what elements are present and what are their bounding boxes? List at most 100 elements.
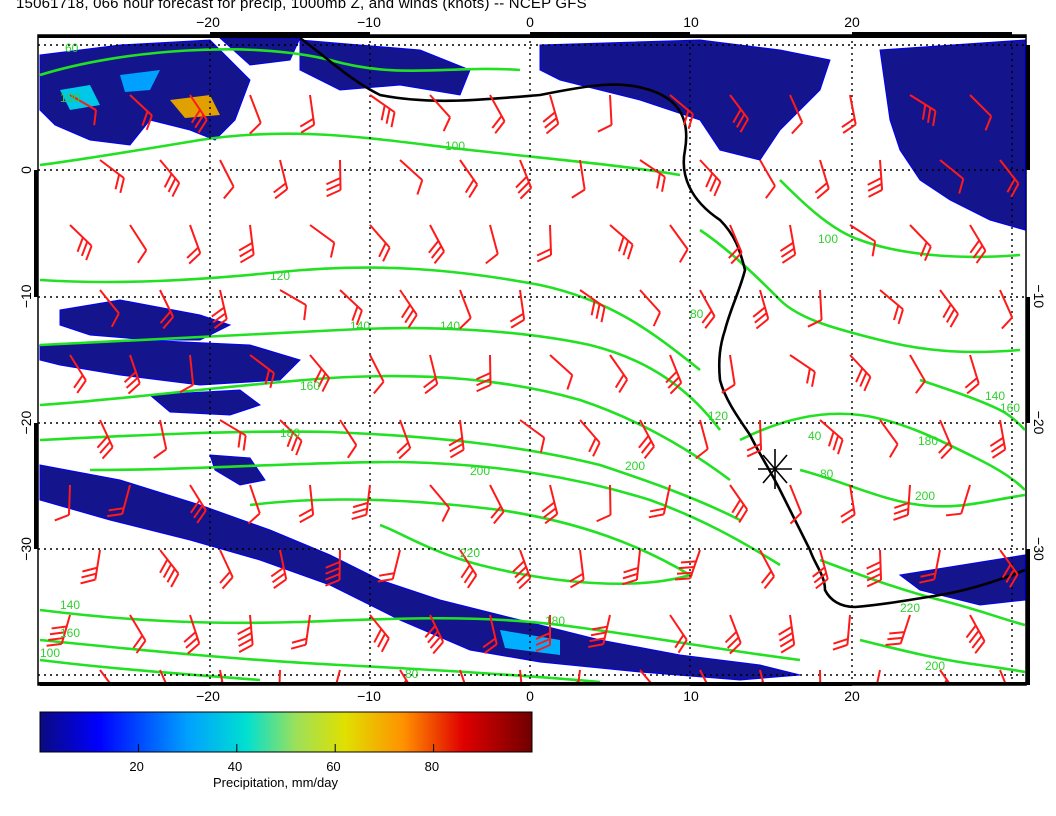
top-longitude-labels: −20 −10 0 10 20 xyxy=(196,14,860,30)
wind-barb xyxy=(339,419,358,459)
wind-barb xyxy=(159,549,180,588)
station-marker-icon xyxy=(758,449,792,489)
contour-label: 140 xyxy=(440,319,460,333)
wind-barb xyxy=(866,549,883,588)
left-lat-label: 0 xyxy=(18,166,34,174)
wind-barb xyxy=(219,159,235,200)
wind-barb xyxy=(489,484,505,525)
wind-barb xyxy=(759,159,776,199)
wind-barb xyxy=(729,94,749,133)
wind-barb xyxy=(369,94,396,128)
wind-barb xyxy=(459,289,472,330)
contour-label: 100 xyxy=(60,91,80,105)
wind-barb xyxy=(596,484,612,523)
wind-barb xyxy=(648,484,671,519)
wind-barb xyxy=(969,224,987,264)
wind-barb xyxy=(351,484,371,520)
frame-edge-bars xyxy=(34,32,1030,686)
wind-barb xyxy=(746,419,763,458)
wind-barb xyxy=(339,289,363,326)
wind-barb xyxy=(485,224,499,265)
colorbar-tick-label: 20 xyxy=(129,759,144,774)
contour-label: 140 xyxy=(350,319,370,333)
wind-barb xyxy=(674,549,701,581)
wind-barb xyxy=(237,614,254,653)
wind-barb xyxy=(96,419,114,460)
wind-barb xyxy=(309,224,336,258)
wind-barb xyxy=(728,224,743,265)
wind-barb xyxy=(429,94,451,132)
page-title: 15061718, 066 hour forecast for precip, … xyxy=(16,0,587,12)
contour-label: 200 xyxy=(625,459,645,473)
wind-barb xyxy=(219,549,234,590)
wind-barb xyxy=(482,614,498,655)
wind-barb xyxy=(989,419,1007,459)
wind-barb xyxy=(885,614,911,646)
wind-barb xyxy=(909,354,926,394)
wind-barb xyxy=(153,419,168,459)
left-latitude-labels: 0 −10 −20 −30 xyxy=(18,166,34,561)
wind-barb xyxy=(535,615,551,652)
wind-barb xyxy=(999,549,1019,588)
wind-barb xyxy=(639,669,661,685)
contour-label: 80 xyxy=(405,667,419,681)
wind-barb xyxy=(909,224,932,262)
wind-barb xyxy=(189,94,208,134)
contour-label: 120 xyxy=(708,409,728,423)
wind-barb xyxy=(639,159,666,192)
bottom-lon-label: 10 xyxy=(683,688,699,704)
wind-barb xyxy=(299,94,316,134)
wind-barb xyxy=(724,614,742,655)
top-lon-label: 0 xyxy=(526,14,534,30)
wind-barb xyxy=(324,549,341,587)
wind-barb xyxy=(424,614,445,655)
wind-barb xyxy=(879,419,899,458)
wind-barb xyxy=(569,549,585,589)
colorbar-tick-label: 60 xyxy=(326,759,341,774)
contour-label: 160 xyxy=(300,379,320,393)
top-lon-label: 10 xyxy=(683,14,699,30)
wind-barb xyxy=(639,289,661,327)
wind-barb xyxy=(541,484,559,525)
wind-barb xyxy=(519,419,546,453)
wind-barb xyxy=(832,614,851,651)
wind-barb xyxy=(69,224,93,261)
wind-barb xyxy=(807,289,823,328)
precip-area-nw xyxy=(39,39,251,146)
left-lat-label: −30 xyxy=(18,537,34,561)
wind-barb xyxy=(459,549,478,589)
wind-barb xyxy=(46,614,71,647)
contour-label: 180 xyxy=(280,426,300,440)
bottom-lon-label: 20 xyxy=(844,688,860,704)
contour-label: 80 xyxy=(690,307,704,321)
wind-barb xyxy=(849,354,872,392)
wind-barb xyxy=(638,419,655,459)
wind-barbs xyxy=(46,94,1020,685)
wind-barb xyxy=(211,289,228,330)
wind-barb xyxy=(789,354,816,387)
wind-barb xyxy=(54,484,71,522)
precipitation-colorbar xyxy=(39,711,533,753)
wind-barb xyxy=(249,94,262,135)
wind-barb xyxy=(819,419,844,455)
contour-label: 100 xyxy=(445,139,465,153)
wind-barb xyxy=(238,224,255,264)
precip-area-west-band xyxy=(59,299,232,341)
wind-barb xyxy=(159,289,175,330)
colorbar-tick-label: 40 xyxy=(227,759,243,774)
wind-barb xyxy=(597,94,613,133)
wind-barb xyxy=(369,614,390,653)
wind-barb xyxy=(273,159,289,200)
wind-barb xyxy=(183,614,201,655)
wind-barb xyxy=(579,419,601,457)
wind-barb xyxy=(841,94,857,134)
right-latitude-labels: −10 −20 −30 xyxy=(1031,284,1047,561)
wind-barb xyxy=(669,94,694,130)
wind-barb xyxy=(812,549,829,590)
wind-barb xyxy=(459,159,479,199)
bottom-longitude-labels: −20 −10 0 10 20 xyxy=(196,688,860,704)
wind-barb xyxy=(247,484,261,525)
wind-barb xyxy=(571,159,586,199)
wind-barb xyxy=(999,159,1020,198)
